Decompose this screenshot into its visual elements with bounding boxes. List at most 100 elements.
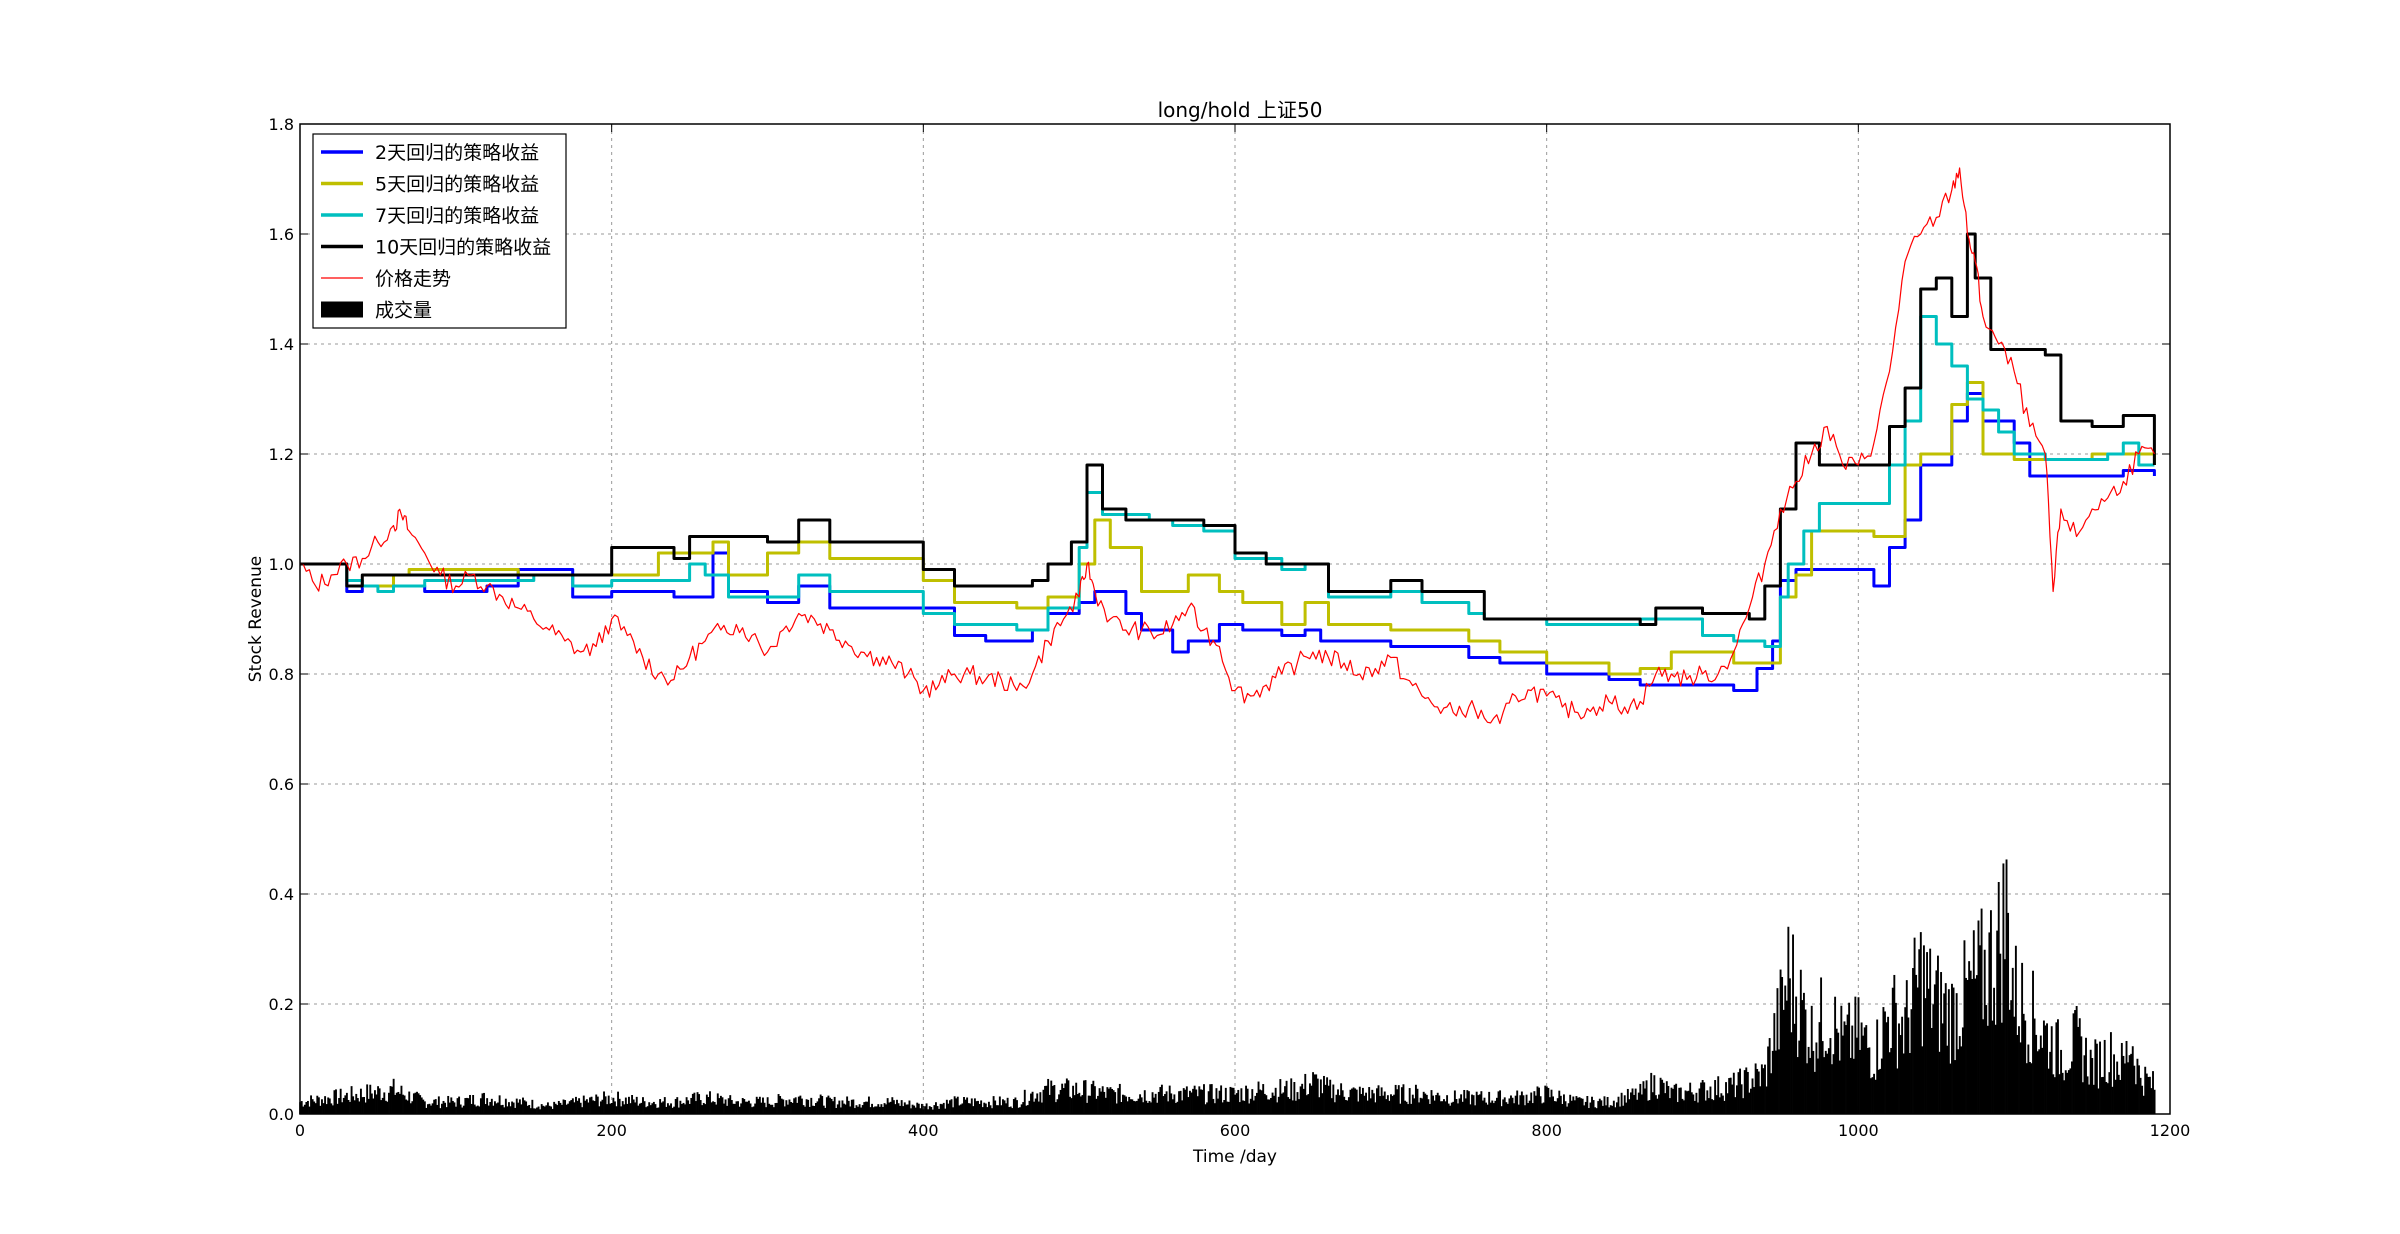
volume-bar: [1143, 1090, 1146, 1114]
volume-bar: [467, 1098, 470, 1114]
axis-ticks: 0 200 400 600 800 1000 1200 0.0 0.2 0.4 0.6 0.8 1.0 1…: [269, 115, 2191, 1140]
volume-bar: [2136, 1058, 2139, 1114]
volume-bar: [1204, 1104, 1207, 1114]
volume-bar: [743, 1099, 746, 1114]
volume-bar: [916, 1102, 919, 1114]
volume-bar: [1466, 1090, 1469, 1114]
volume-bar: [579, 1102, 582, 1114]
volume-bar: [1097, 1095, 1099, 1114]
volume-bar: [1784, 985, 1787, 1114]
volume-bar: [709, 1091, 711, 1114]
volume-bar: [481, 1093, 484, 1114]
volume-bar: [852, 1099, 855, 1114]
volume-bar: [2142, 1095, 2145, 1114]
volume-bar: [1740, 1084, 1743, 1114]
volume-bar: [1118, 1083, 1121, 1114]
volume-bar: [1492, 1103, 1495, 1114]
volume-bar: [657, 1107, 660, 1114]
volume-bar: [2102, 1076, 2105, 1114]
volume-bar: [1413, 1098, 1416, 1114]
volume-bar: [1732, 1072, 1735, 1114]
volume-bar: [1859, 1049, 1861, 1114]
volume-bar: [693, 1092, 696, 1114]
volume-bar: [1907, 1017, 1910, 1114]
volume-bar: [1534, 1095, 1537, 1114]
volume-bar: [877, 1104, 880, 1114]
volume-bar: [1045, 1085, 1048, 1114]
volume-bar: [1410, 1103, 1413, 1114]
volume-bar: [677, 1107, 680, 1114]
volume-bar: [1391, 1095, 1394, 1114]
volume-bar: [1625, 1102, 1628, 1114]
volume-bar: [1477, 1095, 1480, 1114]
volume-bar: [910, 1108, 912, 1114]
volume-bar: [1946, 1045, 1949, 1114]
volume-bar: [1505, 1102, 1508, 1114]
volume-bar: [1718, 1097, 1721, 1114]
volume-bar: [1834, 996, 1837, 1114]
volume-bar: [741, 1098, 744, 1114]
volume-bar: [808, 1106, 811, 1114]
volume-bar: [1488, 1091, 1491, 1114]
volume-bar: [1491, 1100, 1494, 1114]
volume-bar: [1316, 1078, 1319, 1114]
volume-bar: [465, 1097, 468, 1114]
volume-bar: [464, 1098, 467, 1114]
volume-bar: [536, 1107, 538, 1114]
volume-bar: [919, 1108, 922, 1114]
volume-bar: [705, 1094, 708, 1114]
volume-bar: [874, 1106, 877, 1114]
volume-bar: [1983, 949, 1986, 1114]
volume-bar: [1265, 1095, 1268, 1114]
volume-bar: [1251, 1089, 1254, 1114]
volume-bar: [369, 1084, 372, 1114]
volume-bar: [861, 1105, 864, 1114]
volume-bar: [1243, 1100, 1246, 1114]
volume-bar: [2075, 1006, 2078, 1114]
volume-bar: [1098, 1088, 1101, 1114]
series-lines: [300, 167, 2156, 725]
volume-bar: [843, 1103, 845, 1114]
volume-bar: [1704, 1100, 1707, 1114]
volume-bar: [1344, 1100, 1347, 1114]
volume-bar: [1874, 1079, 1877, 1114]
volume-bar: [1418, 1102, 1420, 1114]
volume-bar: [2046, 1023, 2048, 1114]
volume-bar: [1065, 1078, 1068, 1114]
volume-bar: [900, 1100, 903, 1114]
volume-bar: [944, 1108, 947, 1114]
volume-bar: [426, 1104, 429, 1114]
volume-bar: [590, 1096, 593, 1114]
volume-bar: [2063, 1080, 2066, 1114]
volume-bar: [704, 1104, 707, 1114]
volume-bar: [1817, 1058, 1819, 1114]
volume-bar: [442, 1100, 445, 1114]
volume-bar: [949, 1100, 951, 1114]
volume-bar: [445, 1107, 448, 1114]
volume-bar: [1224, 1087, 1227, 1114]
volume-bar: [1949, 1063, 1952, 1114]
volume-bar: [472, 1095, 475, 1114]
volume-bar: [713, 1101, 716, 1114]
volume-bar: [1028, 1100, 1031, 1114]
volume-bar: [1536, 1086, 1539, 1114]
volume-bar: [311, 1099, 314, 1114]
volume-bar: [1319, 1079, 1322, 1114]
volume-bar: [1960, 1046, 1963, 1114]
volume-bar: [1676, 1102, 1679, 1114]
volume-bar: [1745, 1067, 1748, 1114]
volume-bar: [556, 1105, 559, 1114]
volume-bar: [2008, 1009, 2011, 1114]
volume-bar: [2078, 1018, 2081, 1114]
volume-bar: [1782, 1009, 1785, 1114]
volume-bar: [1443, 1099, 1445, 1114]
volume-bar: [760, 1102, 763, 1114]
volume-bar: [1000, 1105, 1003, 1114]
volume-bar: [302, 1106, 305, 1114]
volume-bar: [1400, 1087, 1403, 1114]
volume-bar: [1372, 1093, 1375, 1114]
volume-bar: [1570, 1100, 1573, 1114]
volume-bar: [522, 1097, 524, 1114]
volume-bar: [2113, 1054, 2115, 1114]
volume-bar: [1051, 1085, 1054, 1114]
